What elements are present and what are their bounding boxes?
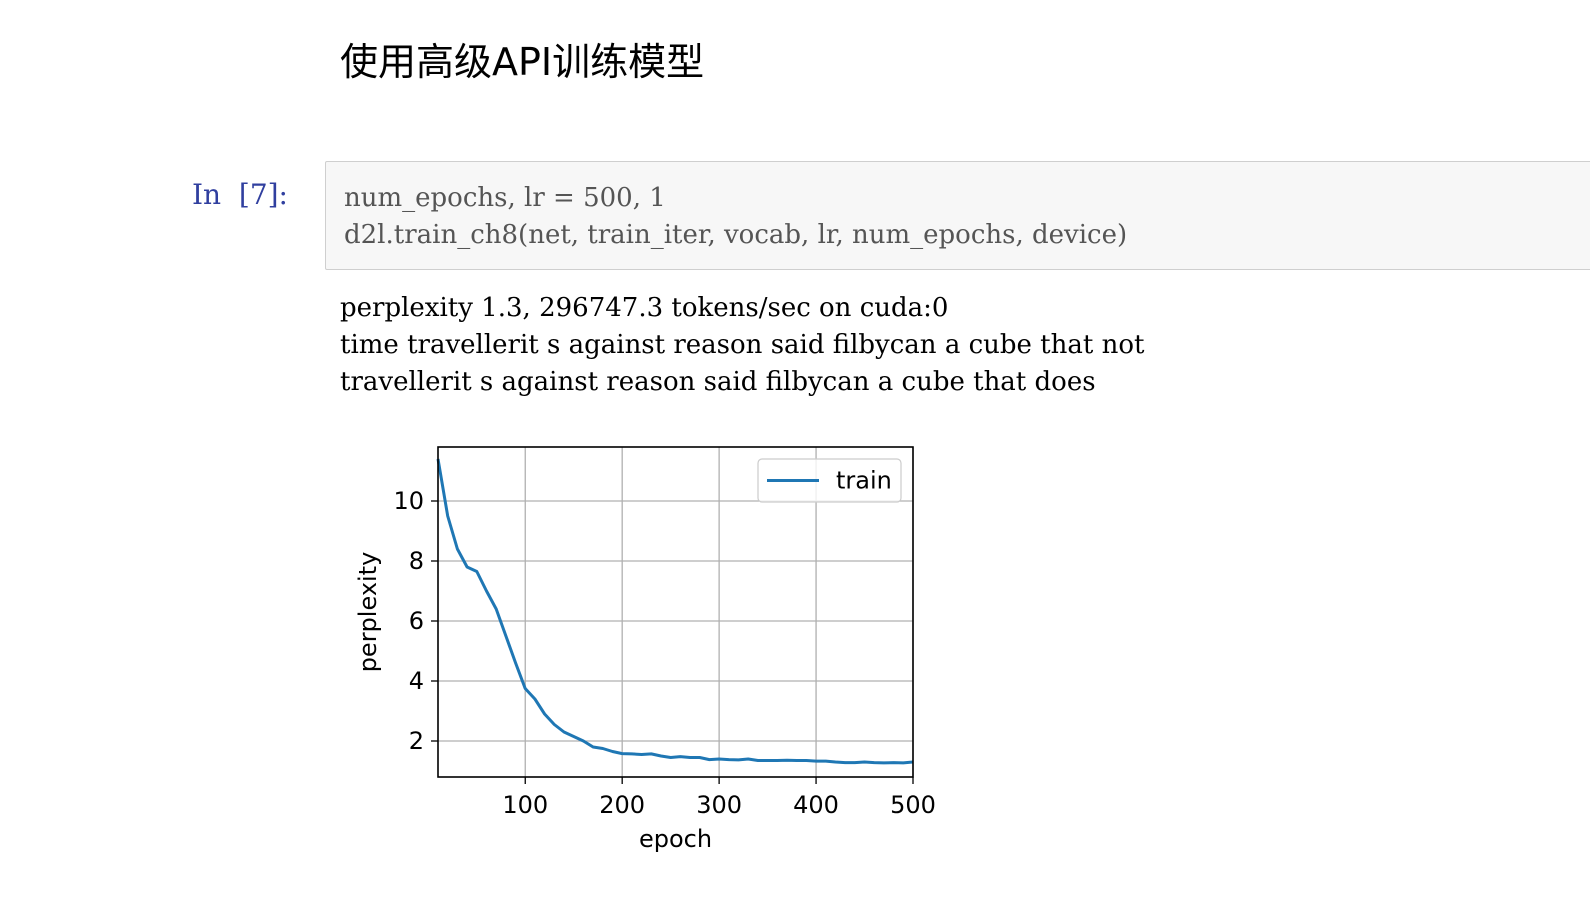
line-layer [436, 458, 914, 765]
code-editor[interactable]: num_epochs, lr = 500, 1 d2l.train_ch8(ne… [344, 180, 1127, 254]
y-tick-label: 4 [409, 667, 424, 695]
code-line: d2l.train_ch8(net, train_iter, vocab, lr… [344, 220, 1128, 250]
chart-legend: train [757, 458, 902, 503]
x-tick-label: 300 [696, 791, 742, 819]
x-tick-label: 500 [890, 791, 936, 819]
y-tick-label: 2 [409, 727, 424, 755]
y-tick-label: 6 [409, 607, 424, 635]
tick-layer: 100 200 300 400 500 2 4 6 8 10 [393, 487, 935, 819]
legend-label-train: train [836, 467, 892, 495]
y-tick-label: 10 [393, 487, 424, 515]
output-line: time travellerit s against reason said f… [340, 330, 1145, 360]
x-tick-label: 200 [599, 791, 645, 819]
legend-box [757, 458, 902, 503]
perplexity-chart: 100 200 300 400 500 2 4 6 8 10 epoch perplexity t… [340, 430, 960, 874]
axes-frame [437, 446, 914, 778]
section-heading: 使用高级API训练模型 [340, 40, 705, 84]
cell-prompt: In [7]: [192, 178, 288, 211]
y-tick-label: 8 [409, 547, 424, 575]
y-axis-label: perplexity [354, 552, 382, 673]
cell-output: perplexity 1.3, 296747.3 tokens/sec on c… [340, 290, 1144, 401]
x-axis-label: epoch [639, 825, 712, 853]
x-tick-label: 400 [793, 791, 839, 819]
code-cell-input[interactable]: num_epochs, lr = 500, 1 d2l.train_ch8(ne… [325, 161, 1590, 270]
series-line-train [436, 458, 914, 765]
chart-svg: 100 200 300 400 500 2 4 6 8 10 epoch perplexity t… [354, 446, 936, 853]
x-tick-label: 100 [502, 791, 548, 819]
code-line: num_epochs, lr = 500, 1 [344, 183, 666, 213]
output-line: perplexity 1.3, 296747.3 tokens/sec on c… [340, 293, 949, 323]
output-line: travellerit s against reason said filbyc… [340, 367, 1096, 397]
